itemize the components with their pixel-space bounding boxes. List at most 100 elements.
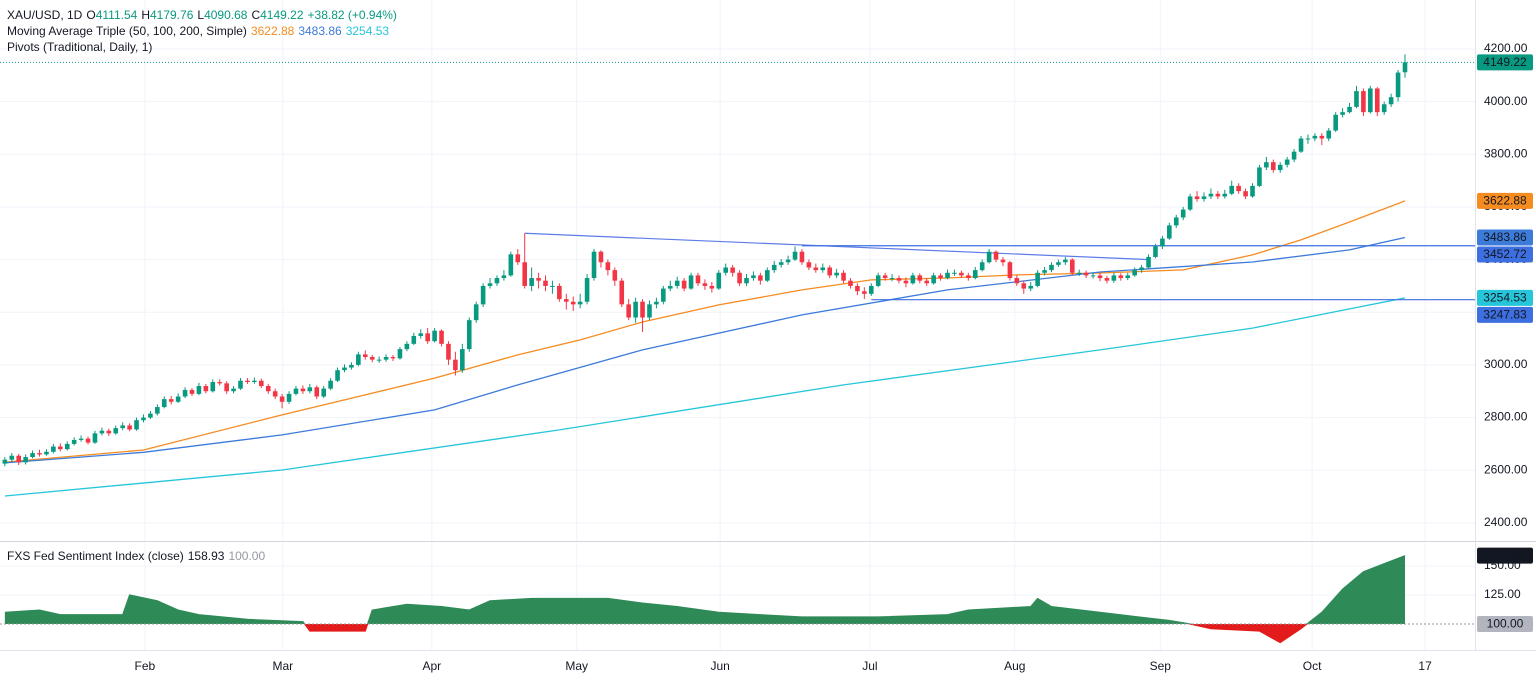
candle-body <box>1222 193 1228 197</box>
candle-body <box>383 357 389 360</box>
candle-body <box>785 259 791 263</box>
candle-body <box>868 285 874 294</box>
legend-line: FXS Fed Sentiment Index (close) 158.93 100… <box>7 548 269 564</box>
candle-body <box>688 275 694 289</box>
candle-body <box>1354 91 1359 107</box>
candle-body <box>563 299 569 302</box>
moving-average-line <box>4 236 1406 464</box>
candle-body <box>1402 62 1408 73</box>
candle-body <box>1035 272 1040 286</box>
candle-body <box>751 275 756 279</box>
candle-body <box>1298 138 1304 152</box>
candle-body <box>993 251 999 260</box>
candle-body <box>37 453 42 455</box>
candle-body <box>1208 193 1214 197</box>
candle-body <box>432 330 437 342</box>
candle-body <box>314 387 320 397</box>
candle-body <box>557 285 562 300</box>
price-badge-label: 4149.22 <box>1483 55 1527 69</box>
candle-body <box>778 262 784 265</box>
candle-body <box>716 272 722 289</box>
candle-body <box>612 270 618 281</box>
sentiment-line <box>4 555 1406 644</box>
candle-body <box>1374 88 1380 113</box>
candle-body <box>986 251 992 263</box>
candle-body <box>494 278 500 284</box>
candle-body <box>855 285 860 292</box>
candle-body <box>1215 193 1221 197</box>
candle-body <box>1257 167 1262 186</box>
candle-body <box>293 388 299 394</box>
candle-body <box>397 349 403 359</box>
candle-body <box>896 278 902 281</box>
candle-body <box>453 359 458 371</box>
candle-body <box>806 262 812 268</box>
moving-average-line <box>4 297 1406 497</box>
price-badge-label: 3247.83 <box>1483 308 1527 322</box>
candle-body <box>1284 159 1290 165</box>
candle-body <box>598 251 604 263</box>
candle-body <box>1368 88 1373 113</box>
price-badge-label: 158.93 <box>1487 548 1524 562</box>
candle-body <box>674 280 680 286</box>
candle-body <box>681 280 687 289</box>
candle-body <box>667 285 673 289</box>
candle-body <box>1097 275 1103 279</box>
candle-body <box>189 389 195 394</box>
y-tick-label: 3000.00 <box>1484 357 1528 371</box>
candle-body <box>799 251 805 263</box>
candle-body <box>709 285 715 289</box>
ohlc-value: 4111.54 <box>95 8 138 22</box>
candle-body <box>210 382 216 392</box>
x-tick-label: Jul <box>862 659 877 673</box>
candle-body <box>882 275 888 279</box>
candle-body <box>175 396 181 402</box>
x-tick-label: Jun <box>710 659 729 673</box>
candle-body <box>155 407 160 414</box>
candle-body <box>141 417 146 421</box>
legend-line: Pivots (Traditional, Daily, 1) <box>7 39 156 55</box>
candle-body <box>966 275 971 279</box>
candle-body <box>591 251 597 279</box>
price-badge-label: 3254.53 <box>1483 291 1527 305</box>
price-badge-label: 3452.72 <box>1483 247 1527 261</box>
candle-body <box>633 301 638 318</box>
candle-body <box>376 359 382 361</box>
candle-body <box>765 270 770 281</box>
candle-body <box>1361 91 1366 113</box>
price-pane <box>2 54 1475 497</box>
candle-body <box>196 385 202 394</box>
candle-body <box>1014 278 1020 284</box>
candle-body <box>543 280 548 286</box>
ohlc-value: 4149.22 <box>260 8 304 22</box>
candle-body <box>259 380 264 386</box>
price-badge <box>1477 289 1533 306</box>
candle-body <box>134 420 139 430</box>
candle-body <box>744 278 749 284</box>
x-tick-label: Apr <box>422 659 441 673</box>
candle-body <box>1229 185 1235 194</box>
candle-body <box>64 443 70 450</box>
candle-body <box>224 383 229 392</box>
candle-body <box>231 388 236 392</box>
candle-body <box>730 267 735 273</box>
ohlc-label: C <box>251 8 261 22</box>
candle-body <box>286 393 292 402</box>
x-tick-label: 17 <box>1418 659 1432 673</box>
candle-body <box>979 262 985 271</box>
candle-body <box>959 272 964 276</box>
candle-body <box>1291 151 1297 160</box>
price-badge <box>1477 615 1533 632</box>
candle-body <box>647 304 652 318</box>
candle-body <box>827 267 832 276</box>
legend-line: Moving Average Triple (50, 100, 200, Sim… <box>7 23 393 39</box>
candle-body <box>446 343 451 360</box>
candle-body <box>702 283 708 286</box>
candle-body <box>1243 191 1248 197</box>
ma-value: 3483.86 <box>298 24 342 38</box>
candle-body <box>1042 270 1047 273</box>
candle-body <box>952 272 957 274</box>
candle-body <box>508 254 514 276</box>
candle-body <box>626 304 631 318</box>
